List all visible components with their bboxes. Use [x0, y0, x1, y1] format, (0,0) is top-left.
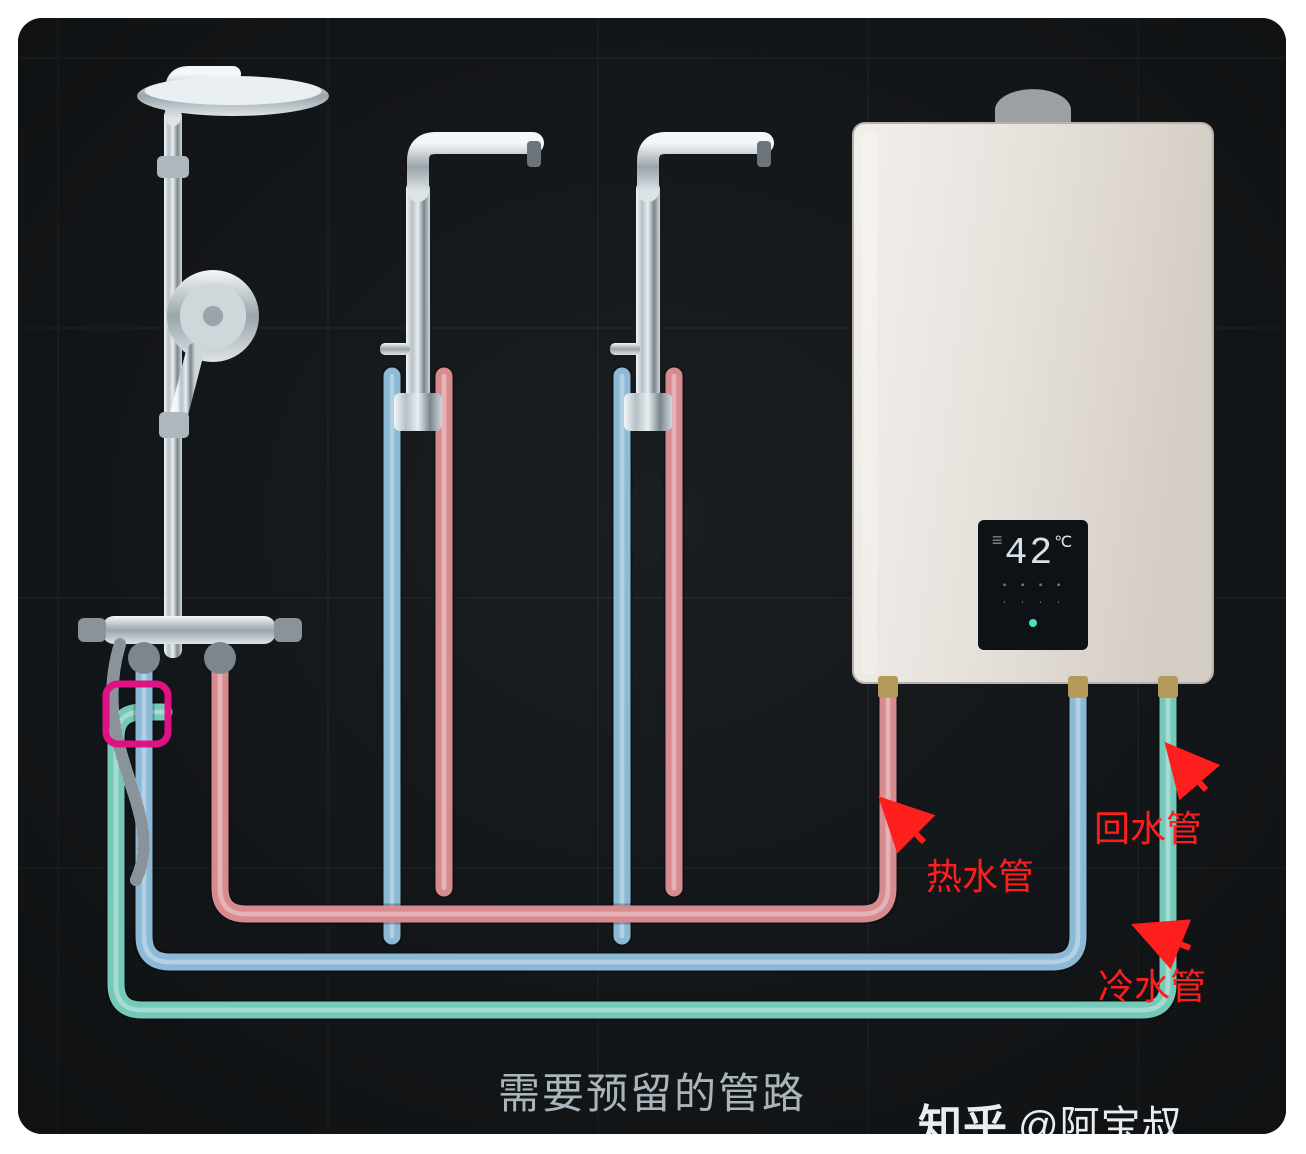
faucet-handle: [380, 343, 410, 355]
label-cold-pipe: 冷水管: [1098, 958, 1206, 1010]
watermark-author: @阿宝叔: [1018, 1093, 1183, 1134]
heater-port: [878, 676, 898, 698]
heater-temp: ≡42℃: [978, 532, 1088, 575]
shower-mixer: [102, 616, 276, 644]
heater-display-row2: · · · ·: [978, 598, 1088, 609]
heater-display-row: ▪ ▪ ▪ ▪: [978, 581, 1088, 592]
label-hot-pipe: 热水管: [926, 848, 1034, 900]
heater-port: [1068, 676, 1088, 698]
diagram-svg: [18, 18, 1286, 1134]
heater-display: ≡42℃ ▪ ▪ ▪ ▪ · · · ·: [978, 520, 1088, 650]
label-return-pipe: 回水管: [1094, 800, 1202, 852]
faucet-body: [636, 181, 660, 411]
watermark-brand: 知乎: [918, 1090, 1008, 1134]
watermark: 知乎 @阿宝叔: [918, 1090, 1183, 1134]
diagram-card: ≡42℃ ▪ ▪ ▪ ▪ · · · · 需要预留的管路 热水管 回水管 冷水管…: [18, 18, 1286, 1134]
faucet-handle: [610, 343, 640, 355]
heater-port: [1158, 676, 1178, 698]
heater-power-dot: [978, 609, 1088, 632]
faucet-body: [406, 181, 430, 411]
